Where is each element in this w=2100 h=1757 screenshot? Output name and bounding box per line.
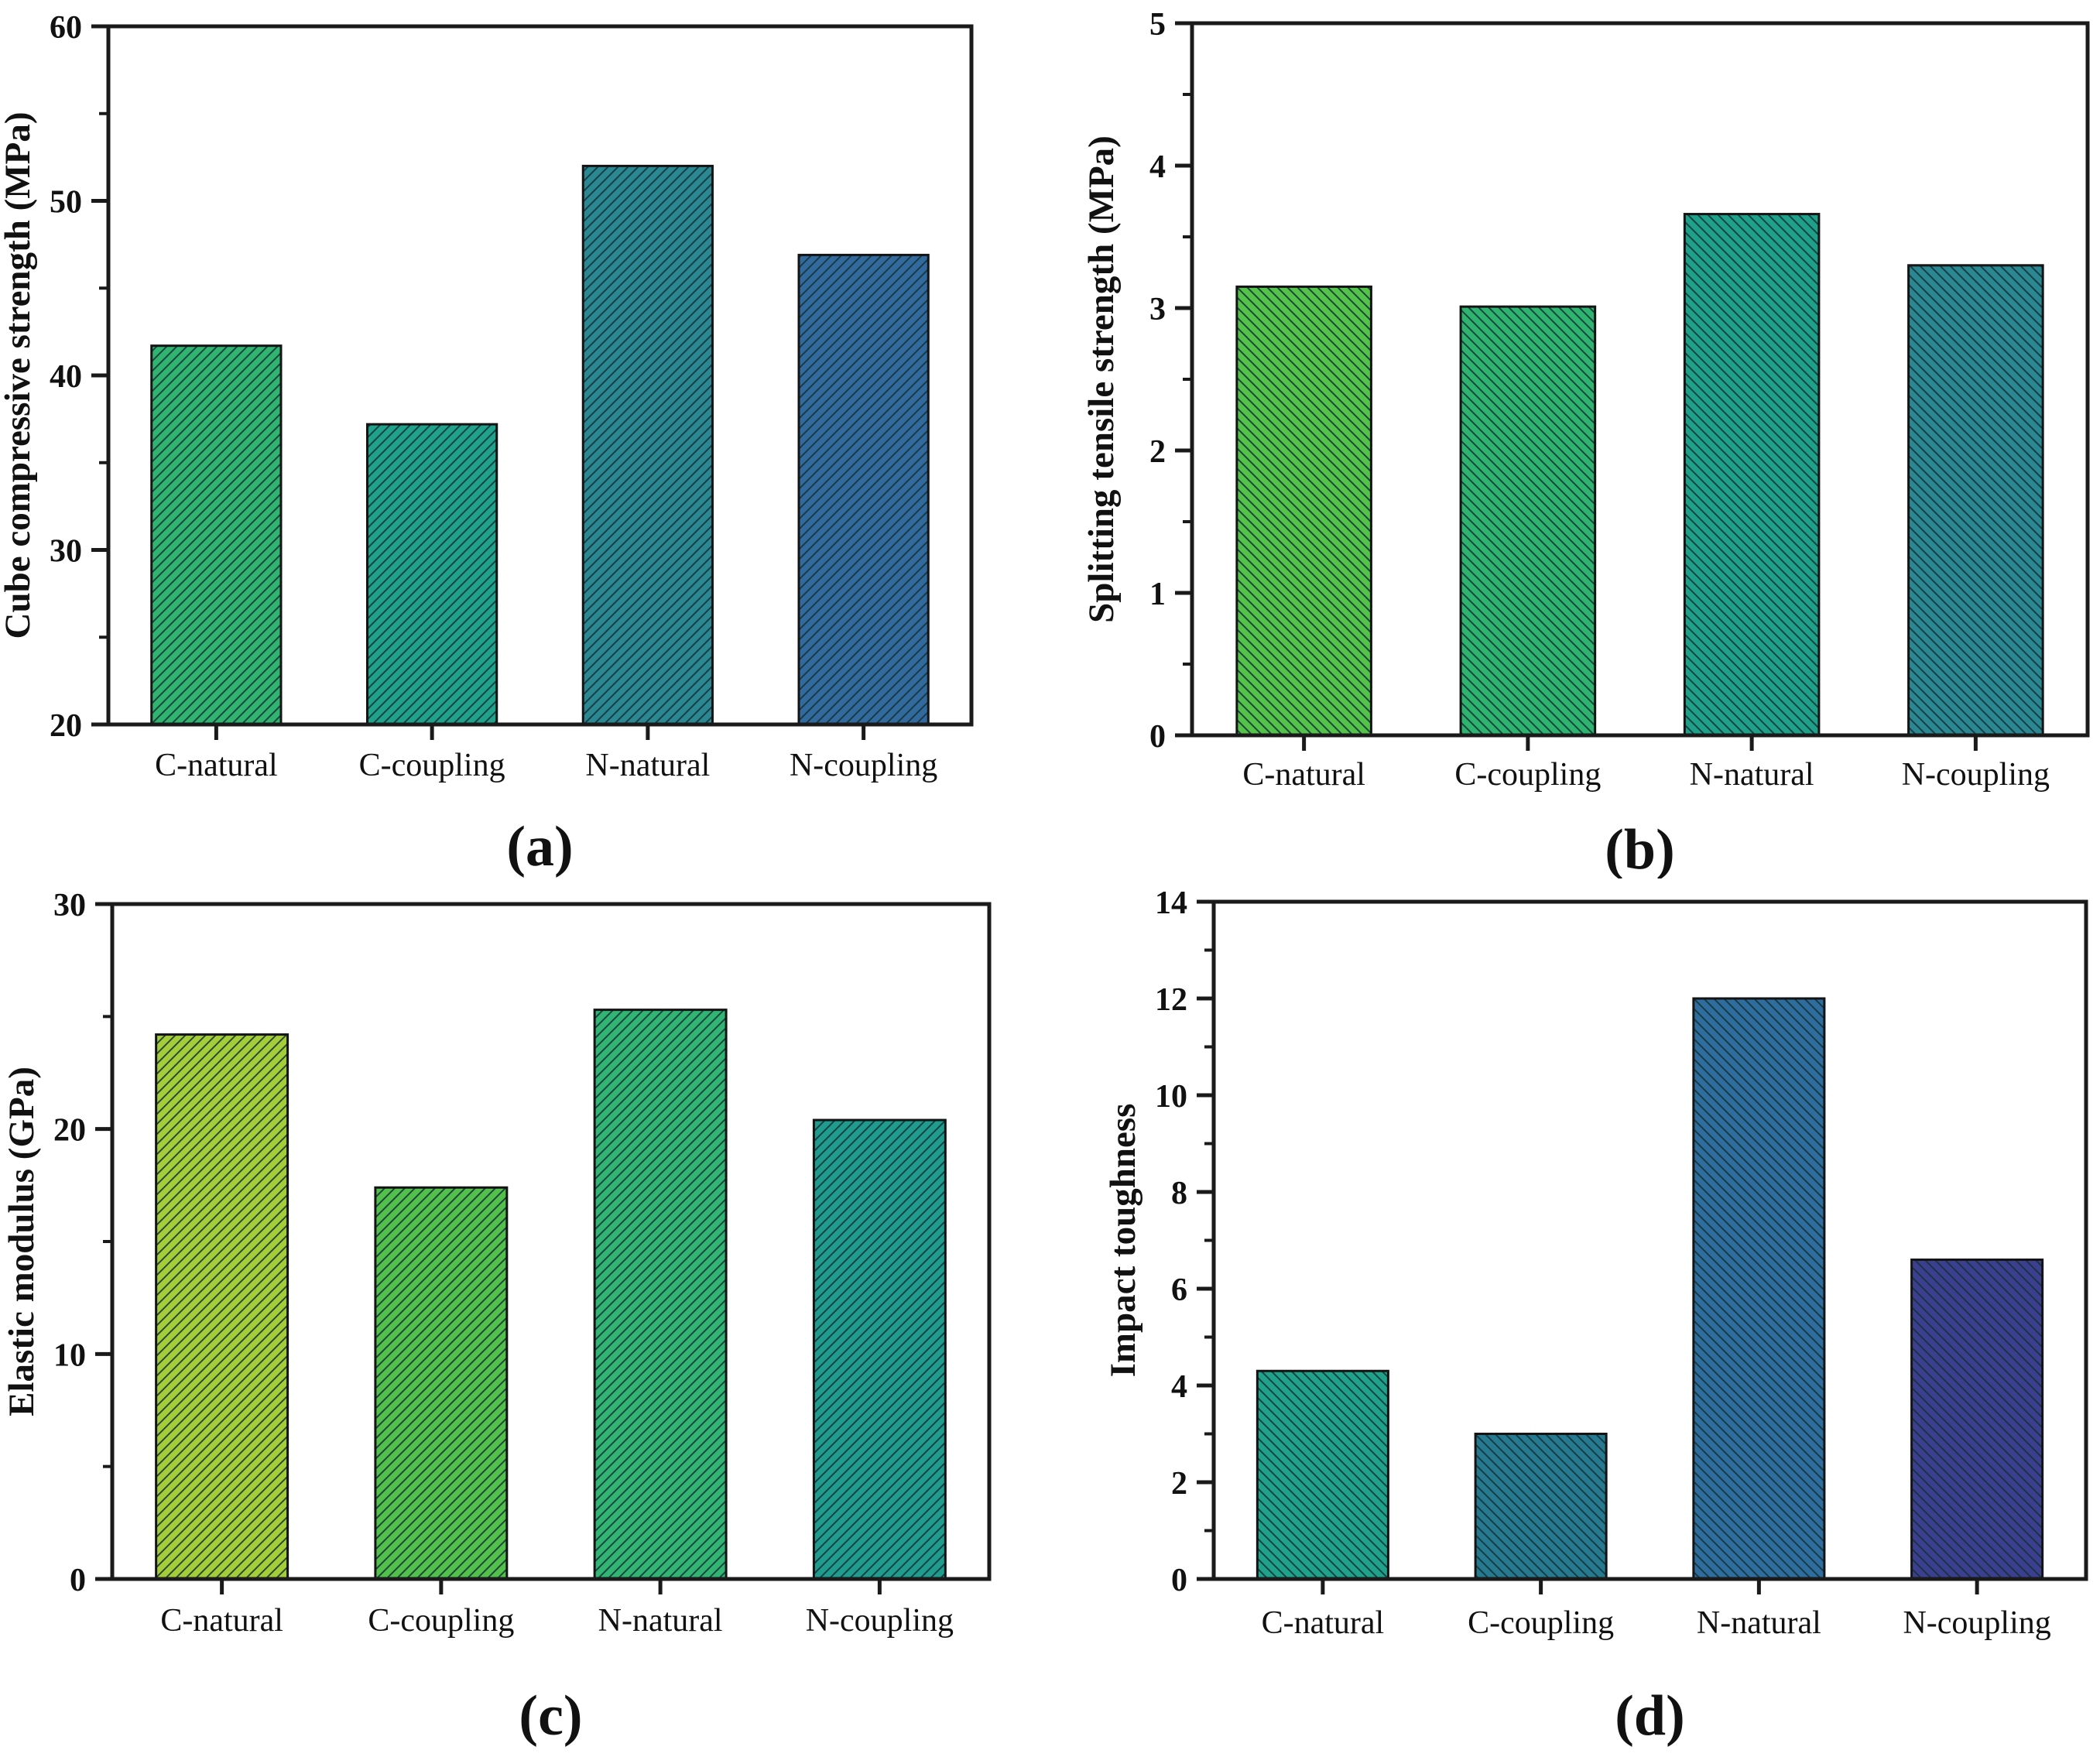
y-tick-label: 0	[70, 1563, 86, 1598]
panel-letter-c: (c)	[519, 1684, 582, 1748]
y-tick-label: 20	[53, 1113, 86, 1149]
x-category-label: N-natural	[585, 748, 710, 783]
panel-a: 20 30 40 50 60 C-natural C-coupling N-natural N-…	[0, 0, 1050, 878]
y-tick-label: 8	[1171, 1176, 1187, 1211]
x-category-label: C-natural	[160, 1603, 283, 1639]
y-tick-label: 10	[1155, 1079, 1187, 1115]
chart-c-elastic-modulus: 0 10 20 30 C-natural C-coupling N-natural N-cou…	[2, 888, 992, 1748]
x-category-label: N-natural	[1690, 757, 1814, 793]
bar-n-natural	[581, 164, 714, 726]
bar-n-coupling	[812, 1118, 947, 1581]
chart-a-cube-compressive-strength: 20 30 40 50 60 C-natural C-coupling N-natural N-…	[0, 10, 974, 878]
y-tick-label: 12	[1155, 982, 1187, 1018]
y-tick-label: 60	[50, 10, 82, 46]
y-tick-label: 10	[53, 1337, 86, 1373]
bar-n-coupling	[797, 253, 930, 726]
x-category-label: C-coupling	[368, 1603, 514, 1639]
bar-c-natural	[1256, 1369, 1389, 1581]
y-axis-title: Impact toughness	[1103, 1104, 1143, 1378]
x-category-label: C-coupling	[1468, 1605, 1614, 1641]
panel-b: 0 1 2 3 4 5 C-natural C-coupling N-natural N-coup…	[1050, 0, 2100, 878]
bar-c-natural	[155, 1033, 289, 1581]
x-category-label: C-coupling	[1454, 757, 1601, 793]
x-category-label: N-natural	[598, 1603, 723, 1639]
x-category-label: C-coupling	[359, 748, 505, 783]
y-tick-label: 0	[1149, 719, 1166, 755]
y-tick-label: 30	[53, 888, 86, 923]
chart-d-impact-toughness: 0 2 4 6 8 10 12 14 C-natural C-coupling N-natural N…	[1103, 885, 2088, 1748]
panel-d: 0 2 4 6 8 10 12 14 C-natural C-coupling N-natural N…	[1050, 878, 2100, 1757]
bar-c-coupling	[1474, 1433, 1608, 1581]
bar-n-natural	[593, 1009, 728, 1581]
y-axis-ticks	[91, 24, 108, 727]
y-tick-label: 6	[1171, 1272, 1187, 1308]
y-tick-label: 0	[1171, 1563, 1187, 1598]
y-tick-label: 4	[1171, 1369, 1187, 1405]
bar-c-natural	[150, 344, 283, 726]
bar-n-coupling	[1907, 264, 2044, 737]
y-axis-title: Elastic modulus (GPa)	[2, 1067, 42, 1416]
y-tick-label: 14	[1155, 885, 1187, 921]
y-tick-label: 3	[1149, 292, 1166, 327]
x-category-label: C-natural	[1242, 757, 1365, 793]
bar-n-natural	[1683, 213, 1821, 737]
bar-c-coupling	[366, 423, 498, 726]
y-tick-label: 2	[1171, 1466, 1187, 1502]
y-axis-ticks	[1175, 21, 1192, 738]
y-tick-label: 20	[50, 708, 82, 744]
y-axis-title: Cube compressive strength (MPa)	[0, 112, 38, 639]
bar-n-natural	[1692, 997, 1826, 1581]
x-category-label: C-natural	[1262, 1605, 1385, 1641]
y-tick-label: 30	[50, 534, 82, 570]
bar-n-coupling	[1910, 1259, 2044, 1581]
x-category-label: N-coupling	[790, 748, 937, 783]
y-tick-label: 5	[1149, 7, 1166, 43]
x-category-label: N-natural	[1697, 1605, 1821, 1641]
y-tick-label: 1	[1149, 577, 1166, 612]
x-category-label: N-coupling	[1902, 757, 2050, 793]
panel-c: 0 10 20 30 C-natural C-coupling N-natural N-cou…	[0, 878, 1050, 1757]
y-axis-ticks	[1197, 899, 1214, 1581]
x-category-label: N-coupling	[806, 1603, 954, 1639]
bar-c-coupling	[1459, 305, 1597, 737]
y-tick-label: 4	[1149, 149, 1166, 185]
y-tick-label: 40	[50, 359, 82, 395]
y-tick-label: 50	[50, 185, 82, 221]
panel-letter-a: (a)	[506, 815, 573, 878]
chart-b-splitting-tensile-strength: 0 1 2 3 4 5 C-natural C-coupling N-natural N-coup…	[1081, 7, 2090, 878]
y-axis-title: Splitting tensile strength (MPa)	[1081, 135, 1122, 623]
y-tick-label: 2	[1149, 434, 1166, 470]
bar-c-coupling	[374, 1186, 509, 1581]
x-category-label: C-natural	[155, 748, 278, 783]
y-axis-ticks	[95, 902, 112, 1581]
bar-c-natural	[1235, 285, 1372, 737]
panel-letter-d: (d)	[1615, 1684, 1684, 1748]
panel-letter-b: (b)	[1605, 818, 1674, 878]
x-category-label: N-coupling	[1903, 1605, 2050, 1641]
